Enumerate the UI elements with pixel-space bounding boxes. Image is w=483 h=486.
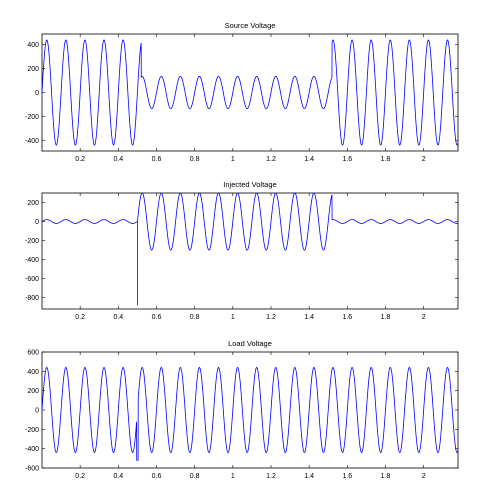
load-voltage-xtick-label: 0.4 [113,473,123,480]
load-voltage-xtick-label: 2 [422,473,426,480]
source-voltage-ytick-label: -200 [25,114,39,121]
load-voltage-ytick-label: -400 [25,446,39,453]
source-voltage-xtick-label: 1.8 [381,156,391,163]
load-voltage-xtick-label: 0.2 [75,473,85,480]
injected-voltage-xtick-label: 1.6 [342,314,352,321]
load-voltage-xtick-label: 0.6 [152,473,162,480]
source-voltage-xtick-label: 1.4 [304,156,314,163]
injected-voltage-title: Injected Voltage [223,180,276,189]
injected-voltage-ytick-label: -200 [25,238,39,245]
source-voltage-ytick-label: 0 [35,90,39,97]
load-voltage-ytick-label: 200 [27,388,39,395]
injected-voltage-xtick-label: 1.4 [304,314,314,321]
source-voltage-series-line [42,39,458,146]
injected-voltage-xtick-label: 1.2 [266,314,276,321]
injected-voltage-xtick-label: 0.8 [190,314,200,321]
injected-voltage-xtick-label: 0.4 [113,314,123,321]
injected-voltage-xtick-label: 2 [422,314,426,321]
load-voltage-title: Load Voltage [228,339,272,348]
load-voltage-panel: Load Voltage 600 400 200 0 -200 -400 -600 0.2 0.4… [25,339,459,480]
load-voltage-xtick-label: 1.2 [266,473,276,480]
injected-voltage-ytick-label: 0 [35,219,39,226]
load-voltage-ytick-label: -600 [25,466,39,473]
injected-voltage-ytick-label: -800 [25,295,39,302]
injected-voltage-panel: Injected Voltage 200 0 -200 -400 -600 -800 0.2 0… [25,180,459,321]
source-voltage-xtick-label: 0.4 [113,156,123,163]
source-voltage-panel: Source Voltage 400 200 0 -200 -400 0.2 0.4 0.6 0.… [25,21,459,163]
load-voltage-xtick-label: 1 [231,473,235,480]
source-voltage-axes-frame [41,33,459,152]
load-voltage-ytick-label: 400 [27,369,39,376]
injected-voltage-ytick-label: -600 [25,276,39,283]
injected-voltage-axes-frame [41,192,459,310]
load-voltage-xtick-label: 1.4 [304,473,314,480]
injected-voltage-xtick-label: 1.8 [381,314,391,321]
source-voltage-title: Source Voltage [225,21,276,30]
source-voltage-ytick-label: 200 [27,66,39,73]
load-voltage-xtick-label: 1.8 [381,473,391,480]
source-voltage-xtick-label: 1.2 [266,156,276,163]
injected-voltage-ytick-label: 200 [27,200,39,207]
injected-voltage-series-line [42,193,458,251]
source-voltage-ytick-label: 400 [27,42,39,49]
load-voltage-ytick-label: 0 [35,408,39,415]
injected-voltage-xtick-label: 0.2 [75,314,85,321]
injected-voltage-xtick-label: 1 [231,314,235,321]
source-voltage-xtick-label: 2 [422,156,426,163]
load-voltage-ytick-label: -200 [25,427,39,434]
injected-voltage-ytick-label: -400 [25,257,39,264]
source-voltage-xtick-label: 0.6 [152,156,162,163]
load-voltage-ytick-label: 600 [27,350,39,357]
load-voltage-xtick-label: 1.6 [342,473,352,480]
source-voltage-ytick-label: -400 [25,138,39,145]
injected-voltage-xtick-label: 0.6 [152,314,162,321]
source-voltage-xtick-label: 0.2 [75,156,85,163]
source-voltage-xtick-label: 1.6 [342,156,352,163]
source-voltage-xtick-label: 0.8 [190,156,200,163]
load-voltage-axes-frame [41,351,459,469]
load-voltage-series-line [42,367,458,461]
load-voltage-xtick-label: 0.8 [190,473,200,480]
source-voltage-xtick-label: 1 [231,156,235,163]
